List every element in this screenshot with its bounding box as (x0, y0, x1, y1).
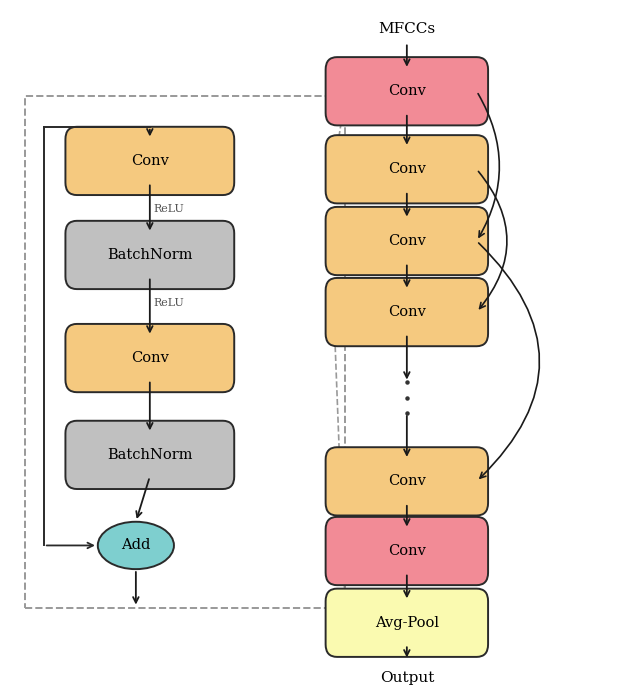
Text: Conv: Conv (388, 162, 425, 177)
Text: Avg-Pool: Avg-Pool (375, 616, 439, 630)
Text: ReLU: ReLU (153, 204, 184, 214)
Text: Conv: Conv (388, 234, 425, 248)
FancyBboxPatch shape (326, 207, 488, 275)
FancyBboxPatch shape (326, 57, 488, 126)
Text: Conv: Conv (388, 475, 425, 489)
FancyBboxPatch shape (326, 588, 488, 657)
Text: Conv: Conv (388, 84, 425, 98)
FancyBboxPatch shape (66, 221, 234, 289)
FancyBboxPatch shape (326, 135, 488, 203)
Text: MFCCs: MFCCs (378, 22, 436, 36)
FancyBboxPatch shape (66, 127, 234, 195)
FancyBboxPatch shape (66, 324, 234, 392)
Text: Add: Add (121, 538, 151, 552)
Text: BatchNorm: BatchNorm (107, 248, 193, 262)
Ellipse shape (98, 522, 174, 569)
Text: ReLU: ReLU (153, 298, 184, 308)
Text: Output: Output (380, 671, 434, 685)
FancyBboxPatch shape (66, 421, 234, 489)
Text: Conv: Conv (388, 544, 425, 558)
Text: BatchNorm: BatchNorm (107, 448, 193, 462)
FancyBboxPatch shape (326, 517, 488, 585)
FancyBboxPatch shape (326, 447, 488, 516)
Text: Conv: Conv (131, 351, 169, 365)
Text: Conv: Conv (388, 305, 425, 319)
Text: Conv: Conv (131, 154, 169, 168)
FancyBboxPatch shape (326, 278, 488, 346)
